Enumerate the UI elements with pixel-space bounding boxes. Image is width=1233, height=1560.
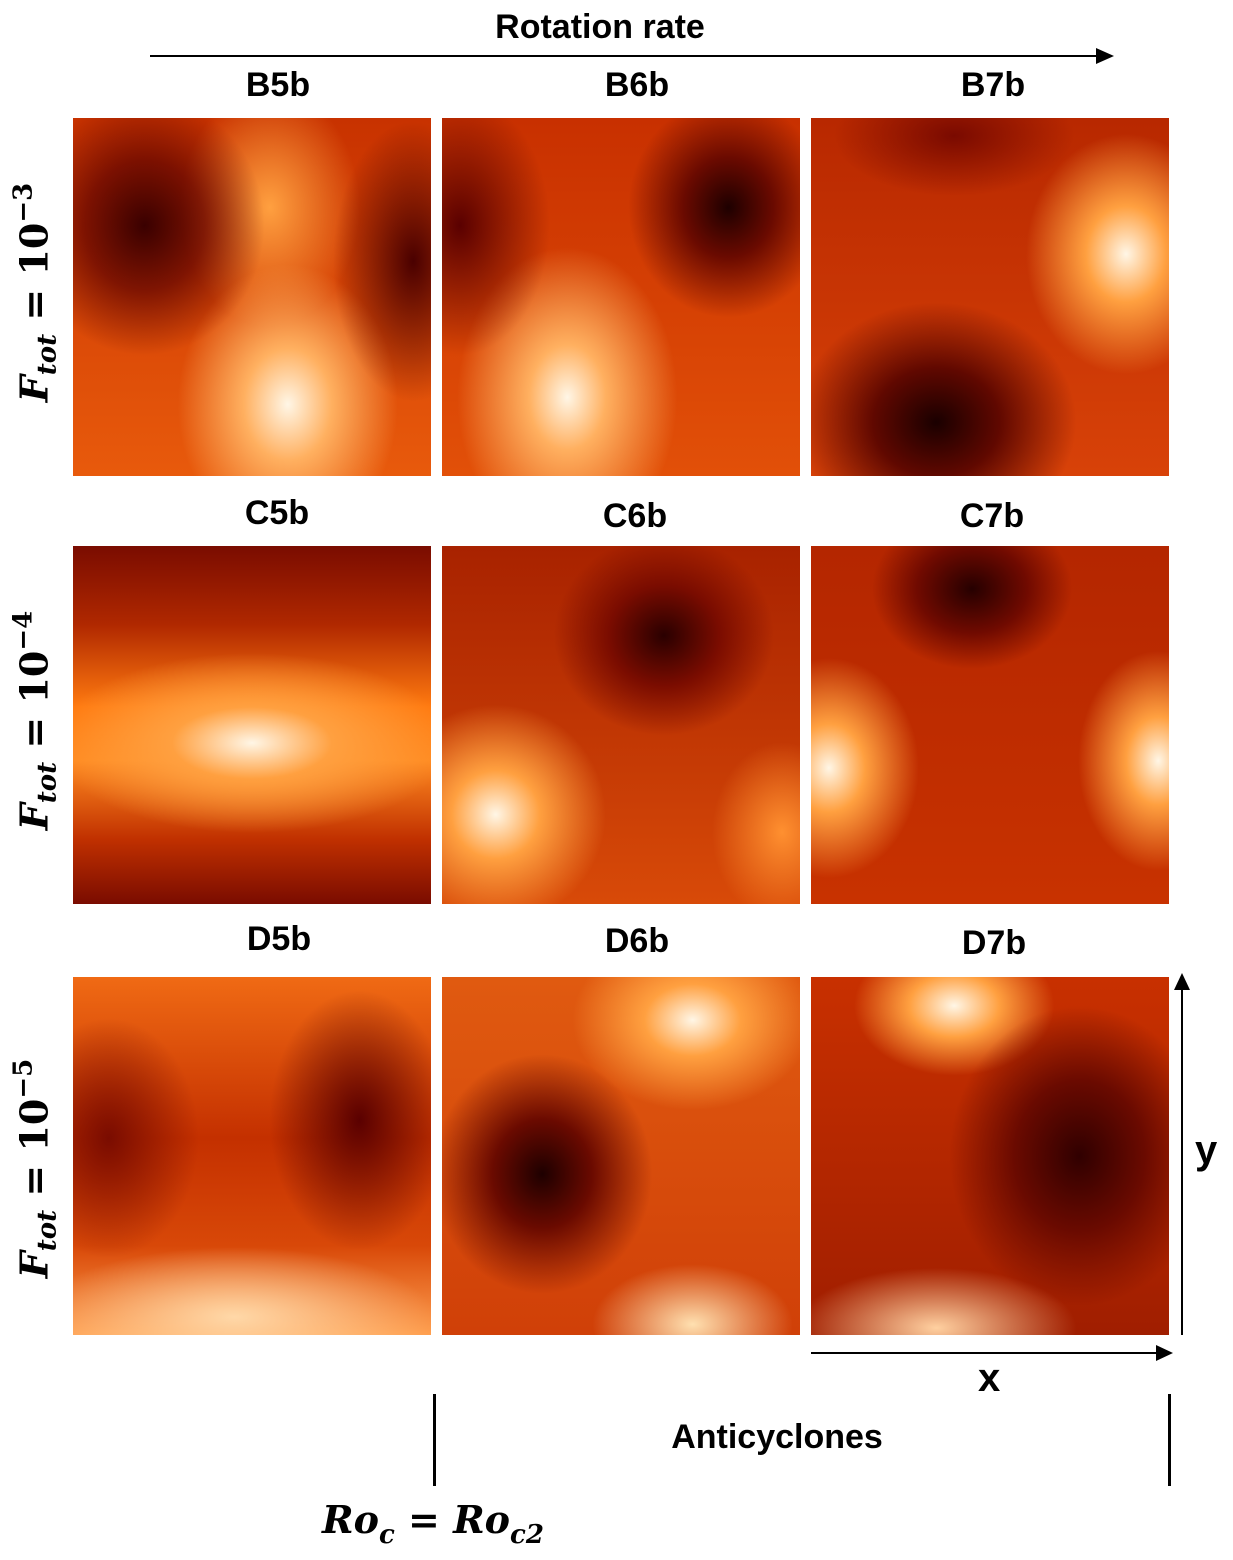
x-axis-label: x xyxy=(978,1356,1001,1400)
panel-d7b xyxy=(811,977,1169,1335)
panel-title-c7b: C7b xyxy=(959,497,1025,535)
row-label-ftot-1e-3: Ftot = 10−3 xyxy=(8,182,63,403)
panel-b6b xyxy=(442,118,800,476)
panel-b7b xyxy=(811,118,1169,476)
panel-c5b xyxy=(73,546,431,904)
panel-title-d6b: D6b xyxy=(604,922,670,960)
rotation-rate-arrowhead-icon xyxy=(1096,48,1114,64)
anticyclones-right-bar xyxy=(1168,1394,1171,1486)
panel-title-d5b: D5b xyxy=(246,920,312,958)
panel-title-c6b: C6b xyxy=(602,497,668,535)
anticyclones-label: Anticyclones xyxy=(671,1418,883,1456)
row-label-ftot-1e-4: Ftot = 10−4 xyxy=(8,610,63,831)
panel-c6b xyxy=(442,546,800,904)
rotation-rate-label: Rotation rate xyxy=(495,8,705,46)
rotation-rate-arrow xyxy=(150,55,1100,57)
panel-title-b6b: B6b xyxy=(604,66,670,104)
panel-d5b xyxy=(73,977,431,1335)
panel-c7b xyxy=(811,546,1169,904)
x-axis-arrow xyxy=(811,1352,1161,1354)
panel-title-c5b: C5b xyxy=(244,494,310,532)
y-axis-arrow xyxy=(1181,985,1183,1335)
y-axis-arrowhead-icon xyxy=(1174,973,1190,990)
panel-title-b5b: B5b xyxy=(245,66,311,104)
y-axis-label: y xyxy=(1195,1128,1218,1172)
panel-b5b xyxy=(73,118,431,476)
anticyclones-left-bar xyxy=(433,1394,436,1486)
panel-d6b xyxy=(442,977,800,1335)
panel-title-b7b: B7b xyxy=(960,66,1026,104)
row-label-ftot-1e-5: Ftot = 10−5 xyxy=(8,1058,63,1279)
x-axis-arrowhead-icon xyxy=(1156,1345,1173,1361)
rossby-threshold-label: Roc = Roc2 xyxy=(322,1497,544,1550)
panel-title-d7b: D7b xyxy=(961,924,1027,962)
